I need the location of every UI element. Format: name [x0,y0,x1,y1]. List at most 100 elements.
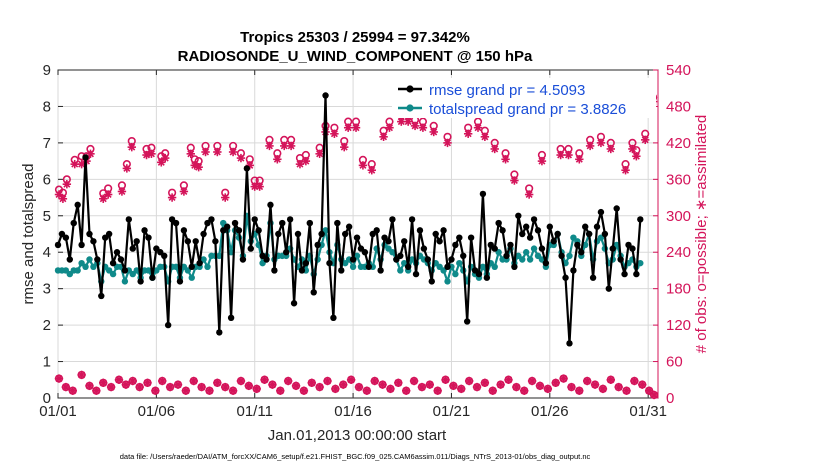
obs-assimilated-marker [564,150,573,160]
y-right-tick-label: 120 [666,317,691,334]
obs-assimilated-marker [205,386,214,395]
rmse-point [637,216,644,223]
obs-assimilated-marker [575,386,584,395]
totalspread-point [491,263,498,270]
obs-assimilated-marker [480,378,490,388]
rmse-point [522,223,530,230]
x-tick-labels: 01/01 01/06 01/11 01/16 01/21 01/26 01/31 [39,403,667,420]
rmse-point [255,227,262,234]
obs-assimilated-marker [135,382,144,392]
totalspread-point [519,256,526,263]
rmse-point [66,256,74,263]
obs-assimilated-marker [221,382,230,392]
obs-assimilated-marker [117,187,127,196]
y-right-tick-label: 60 [666,354,683,371]
legend-box [392,78,656,118]
obs-assimilated-marker [122,164,132,173]
totalspread-point [530,245,538,252]
obs-assimilated-marker [472,382,482,392]
rmse-point [456,234,463,241]
y-left-tick-label: 8 [43,98,51,115]
rmse-point [401,238,408,245]
obs-assimilated-marker [307,378,316,388]
rmse-point [133,238,140,245]
rmse-point [597,208,605,216]
rmse-point [554,230,561,238]
y-right-axis-label: # of obs: o=possible; ∗=assimilated [693,115,710,354]
obs-assimilated-marker [221,193,230,202]
rmse-point [271,267,278,274]
obs-assimilated-marker [473,123,483,132]
rmse-point [129,245,136,252]
rmse-point [286,216,294,223]
rmse-point [412,270,420,278]
obs-assimilated-marker [331,384,340,394]
rmse-point [113,249,121,256]
obs-assimilated-marker [143,378,152,388]
rmse-point [279,219,286,227]
obs-assimilated-marker [147,149,156,159]
totalspread-point [397,267,404,274]
rmse-point [515,212,522,219]
rmse-point [373,227,380,234]
rmse-point [62,234,70,241]
rmse-point [436,238,443,245]
rmse-point [338,267,345,274]
rmse-point [70,219,77,227]
obs-assimilated-marker [490,144,499,154]
obs-assimilated-marker [567,382,576,392]
obs-assimilated-marker [358,161,368,170]
rmse-point [404,263,412,270]
y-left-tick-label: 5 [43,208,51,225]
rmse-point [574,241,581,249]
obs-assimilated-marker [590,380,600,389]
obs-assimilated-marker [649,390,659,400]
rmse-point [149,274,156,281]
y-right-tick-label: 360 [666,171,691,188]
rmse-point [121,267,129,274]
grid [57,70,658,398]
obs-assimilated-marker [68,386,77,395]
totalspread-point [204,263,211,270]
y-right-tick-label: 420 [666,135,691,152]
rmse-point [397,252,404,260]
rmse-point [361,249,369,256]
obs-assimilated-marker [158,376,167,386]
obs-assimilated-marker [418,123,428,132]
rmse-point [227,314,235,322]
x-tick-label: 01/31 [629,403,667,420]
x-axis-label: Jan.01,2013 00:00:00 start [268,427,447,444]
rmse-point [550,238,557,245]
totalspread-point [145,267,152,274]
rmse-point [495,219,502,227]
obs-assimilated-marker [543,384,553,394]
rmse-point [460,252,467,260]
obs-assimilated-marker [582,376,592,386]
obs-assimilated-marker [527,376,537,386]
obs-assimilated-marker [433,386,442,395]
totalspread-point [566,252,573,260]
rmse-point [98,292,105,300]
rmse-point [208,216,215,223]
rmse-point [322,92,329,99]
obs-assimilated-marker [464,376,474,386]
obs-assimilated-marker [443,138,452,148]
rmse-point [617,256,624,263]
obs-assimilated-marker [121,380,131,389]
rmse-point [605,285,613,292]
totalspread-point [109,270,117,278]
rmse-point [145,234,152,241]
rmse-point [349,256,357,263]
legend-rmse-label: rmse grand pr = 4.5093 [429,82,585,99]
rmse-series [54,92,644,347]
obs-assimilated-marker [628,144,637,154]
obs-assimilated-marker [265,141,274,151]
x-tick-label: 01/16 [334,403,372,420]
obs-assimilated-marker [386,384,395,394]
y-left-tick-label: 6 [43,171,51,188]
rmse-point [172,219,180,227]
rmse-point [263,256,270,263]
rmse-point [192,238,199,245]
y-left-tick-label: 4 [43,244,51,261]
rmse-point [499,227,506,234]
